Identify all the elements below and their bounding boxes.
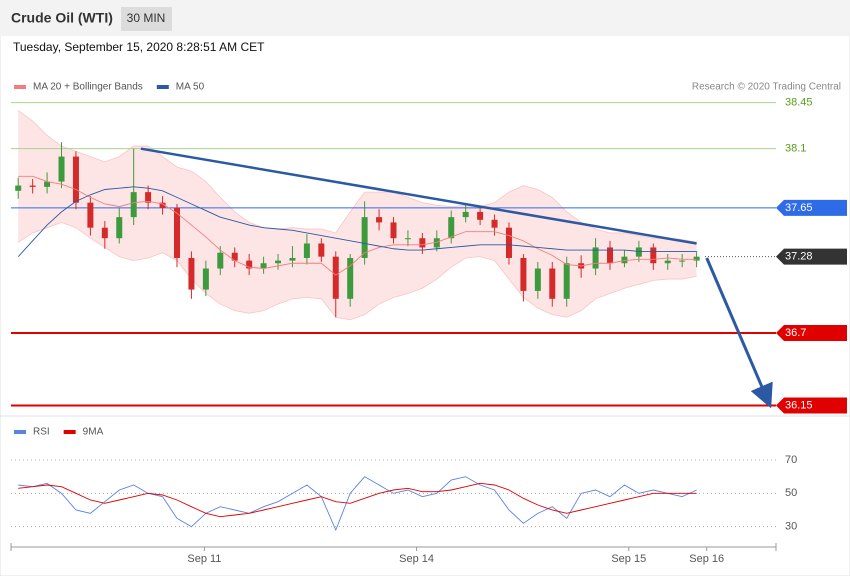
rsi-line <box>18 476 697 532</box>
candle-body <box>491 219 498 228</box>
candle-body <box>289 257 296 261</box>
legend-label: MA 50 <box>176 82 205 93</box>
candle-body <box>592 247 599 269</box>
instrument-title: Crude Oil (WTI) <box>11 10 113 26</box>
candle-body <box>390 222 397 239</box>
candle-body <box>549 268 556 299</box>
y-tick-label: 70 <box>785 454 797 466</box>
legend-swatch <box>63 430 76 434</box>
candle-body <box>332 256 339 299</box>
candle-body <box>361 217 368 258</box>
candle-body <box>477 211 484 220</box>
candle-body <box>116 217 123 239</box>
moving-average <box>18 175 697 276</box>
candle-body <box>505 227 512 258</box>
timestamp: Tuesday, September 15, 2020 8:28:51 AM C… <box>13 40 265 54</box>
level-label: 38.1 <box>785 143 806 155</box>
candle-body <box>72 156 79 203</box>
rsi-line <box>18 482 697 518</box>
legend-swatch <box>14 430 26 434</box>
y-tick-label: 30 <box>785 521 797 533</box>
level-label: 36.15 <box>785 399 813 411</box>
candle-body <box>231 252 238 261</box>
candle-body <box>87 202 94 228</box>
x-tick-label: Sep 15 <box>611 553 646 565</box>
interval[interactable]: 30 MIN <box>127 11 166 25</box>
candle-body <box>44 181 51 187</box>
candle-body <box>635 247 642 257</box>
candle-body <box>145 192 152 203</box>
candle-body <box>563 263 570 299</box>
level-label: 38.45 <box>785 96 813 108</box>
candle-body <box>419 238 426 248</box>
legend-swatch <box>156 85 169 89</box>
candle-body <box>173 207 180 258</box>
level-label: 37.28 <box>785 251 813 263</box>
y-tick-label: 50 <box>785 487 797 499</box>
candle-body <box>448 217 455 239</box>
candle-body <box>246 260 253 269</box>
legend-label: 9MA <box>83 427 104 438</box>
candle-body <box>376 217 383 223</box>
interval-box[interactable] <box>121 7 172 31</box>
candle-body <box>534 268 541 291</box>
candle-body <box>58 156 65 182</box>
level-tag <box>776 325 847 342</box>
candle-body <box>347 257 354 299</box>
level-label: 36.7 <box>785 327 806 339</box>
candle-body <box>15 185 22 191</box>
moving-average <box>17 186 697 257</box>
level-tag <box>776 397 847 414</box>
candle-body <box>303 243 310 258</box>
x-tick-label: Sep 11 <box>187 553 221 565</box>
legend-label: RSI <box>33 427 50 438</box>
level-tag <box>776 248 847 265</box>
candle-body <box>159 202 166 208</box>
candle-body <box>188 257 195 290</box>
candle-body <box>462 211 469 218</box>
candle-body <box>607 247 614 264</box>
candle-body <box>693 256 700 261</box>
legend-label: MA 20 + Bollinger Bands <box>33 82 143 93</box>
candle-body <box>520 257 527 291</box>
candle-body <box>433 238 440 248</box>
candle-body <box>664 260 671 264</box>
candle-body <box>275 260 282 264</box>
candle-body <box>621 256 628 264</box>
candle-body <box>202 268 209 290</box>
x-tick-label: Sep 14 <box>399 553 434 565</box>
legend-swatch <box>14 85 26 89</box>
candle-body <box>130 192 137 218</box>
candle-body <box>404 238 411 240</box>
bollinger-fill <box>18 110 697 320</box>
x-tick-label: Sep 16 <box>689 553 724 565</box>
candle-body <box>260 263 267 269</box>
forecast-arrow <box>705 257 773 409</box>
candle-body <box>217 252 224 269</box>
bollinger-lower <box>18 221 697 321</box>
candle-body <box>679 260 686 262</box>
trend-line <box>140 147 697 245</box>
candle-body <box>650 247 657 264</box>
credit: Research © 2020 Trading Central <box>692 82 841 93</box>
level-tag <box>776 199 847 216</box>
level-label: 37.65 <box>785 202 813 214</box>
candle-body <box>101 227 108 239</box>
candle-body <box>318 243 325 257</box>
candle-body <box>29 185 36 187</box>
